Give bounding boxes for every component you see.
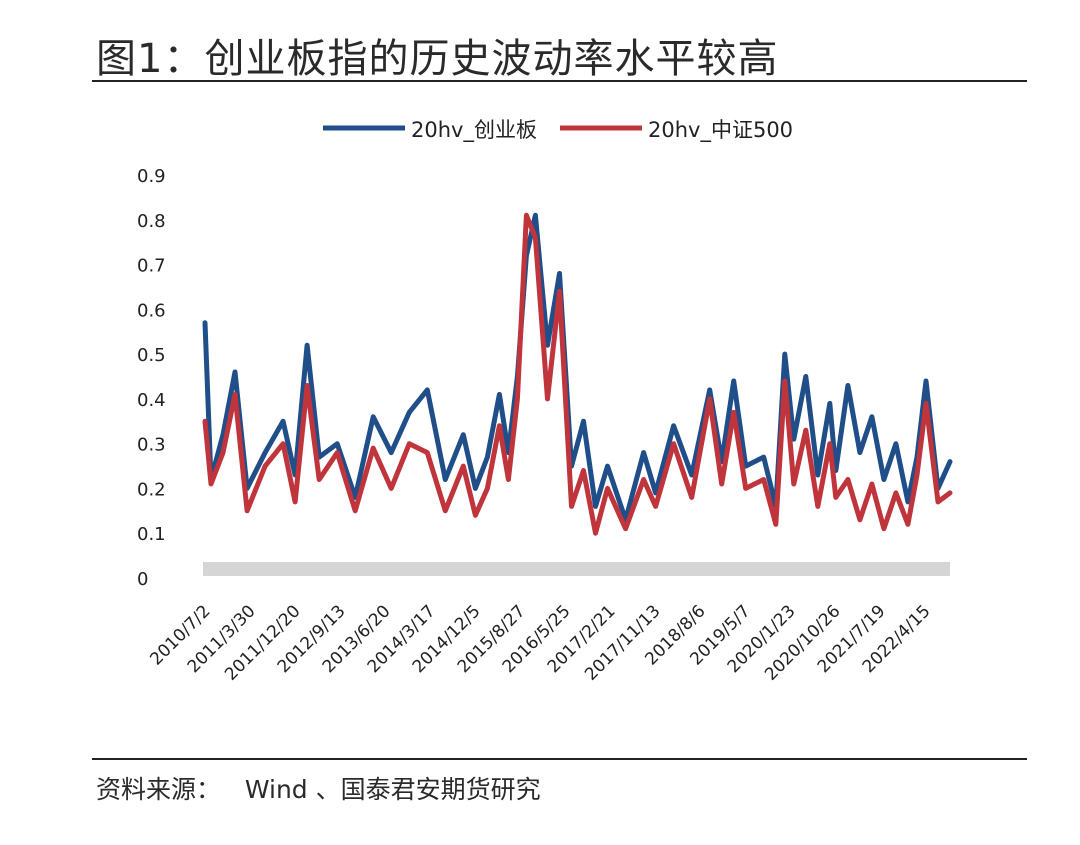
y-tick-label: 0.6 [137,300,166,321]
chart-legend: 20hv_创业板 20hv_中证500 [323,118,793,143]
y-tick-label: 0.7 [137,256,166,277]
figure-title: 图1：创业板指的历史波动率水平较高 [96,36,779,82]
footer-rule [92,758,1027,760]
y-tick-label: 0.4 [137,390,166,411]
source-note: 资料来源： Wind 、国泰君安期货研究 [96,775,541,804]
y-tick-label: 0 [137,569,148,590]
volatility-line-chart: 20hv_创业板 20hv_中证500 0.9 0.8 0.7 0.6 0.5 0.4 0.3… [137,118,953,685]
y-axis: 0.9 0.8 0.7 0.6 0.5 0.4 0.3 0.2 0.1 0 [137,166,166,590]
y-tick-label: 0.8 [137,211,166,232]
y-tick-label: 0.2 [137,479,166,500]
y-tick-label: 0.1 [137,524,166,545]
series-line-0 [202,212,953,523]
title-rule [92,80,1027,82]
x-axis-band [203,562,950,576]
series-line-1 [202,212,953,536]
legend-label-1: 20hv_中证500 [648,118,793,143]
x-axis: 2010/7/22011/3/302011/12/202012/9/132013… [146,601,934,684]
legend-label-0: 20hv_创业板 [411,118,537,143]
y-tick-label: 0.3 [137,435,166,456]
y-tick-label: 0.9 [137,166,166,187]
series-lines [202,212,953,536]
y-tick-label: 0.5 [137,345,166,366]
